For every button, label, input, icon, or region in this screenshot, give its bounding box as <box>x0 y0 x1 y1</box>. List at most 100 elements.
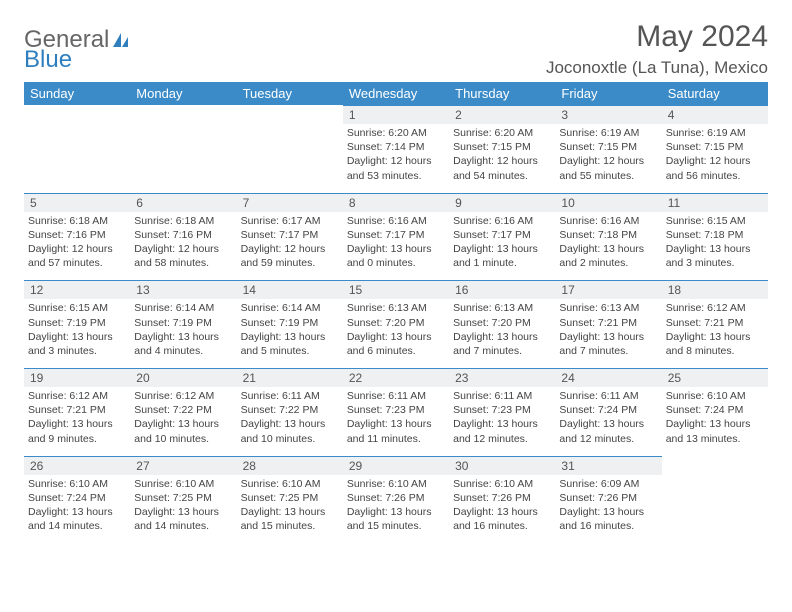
day-line: Daylight: 13 hours <box>347 417 445 431</box>
day-line: Daylight: 12 hours <box>134 242 232 256</box>
location-label: Joconoxtle (La Tuna), Mexico <box>546 58 768 78</box>
day-line: Sunrise: 6:18 AM <box>28 214 126 228</box>
day-line: and 7 minutes. <box>559 344 657 358</box>
calendar-cell: 22Sunrise: 6:11 AMSunset: 7:23 PMDayligh… <box>343 368 449 456</box>
day-line: Daylight: 13 hours <box>666 330 764 344</box>
day-line: Sunset: 7:21 PM <box>28 403 126 417</box>
day-line: Sunset: 7:24 PM <box>666 403 764 417</box>
day-detail: Sunrise: 6:20 AMSunset: 7:14 PMDaylight:… <box>343 124 449 193</box>
calendar-cell: 3Sunrise: 6:19 AMSunset: 7:15 PMDaylight… <box>555 105 661 193</box>
day-detail <box>662 474 768 486</box>
day-line: Sunrise: 6:15 AM <box>28 301 126 315</box>
day-line: Sunset: 7:19 PM <box>28 316 126 330</box>
calendar-cell <box>237 105 343 193</box>
calendar-cell: 30Sunrise: 6:10 AMSunset: 7:26 PMDayligh… <box>449 456 555 544</box>
calendar-cell: 17Sunrise: 6:13 AMSunset: 7:21 PMDayligh… <box>555 280 661 368</box>
day-number: 3 <box>555 105 661 124</box>
calendar-cell: 9Sunrise: 6:16 AMSunset: 7:17 PMDaylight… <box>449 193 555 281</box>
day-line: Sunrise: 6:13 AM <box>559 301 657 315</box>
day-number: 30 <box>449 456 555 475</box>
day-detail: Sunrise: 6:15 AMSunset: 7:18 PMDaylight:… <box>662 212 768 281</box>
day-line: Daylight: 12 hours <box>241 242 339 256</box>
calendar-cell: 24Sunrise: 6:11 AMSunset: 7:24 PMDayligh… <box>555 368 661 456</box>
day-line: Daylight: 13 hours <box>559 417 657 431</box>
day-line: Sunrise: 6:10 AM <box>666 389 764 403</box>
day-detail: Sunrise: 6:09 AMSunset: 7:26 PMDaylight:… <box>555 475 661 544</box>
day-line: and 55 minutes. <box>559 169 657 183</box>
day-number: 27 <box>130 456 236 475</box>
day-line: Sunset: 7:16 PM <box>28 228 126 242</box>
day-number: 1 <box>343 105 449 124</box>
title-block: May 2024 Joconoxtle (La Tuna), Mexico <box>546 20 768 78</box>
calendar-week-row: 26Sunrise: 6:10 AMSunset: 7:24 PMDayligh… <box>24 456 768 544</box>
day-number: 16 <box>449 280 555 299</box>
logo-icon <box>113 33 128 47</box>
day-number: 26 <box>24 456 130 475</box>
day-line: Sunrise: 6:10 AM <box>28 477 126 491</box>
day-line: Sunset: 7:19 PM <box>241 316 339 330</box>
day-detail <box>130 123 236 135</box>
day-line: and 10 minutes. <box>241 432 339 446</box>
day-line: Sunset: 7:24 PM <box>559 403 657 417</box>
day-line: Sunrise: 6:16 AM <box>559 214 657 228</box>
day-line: Sunset: 7:15 PM <box>666 140 764 154</box>
day-number: 4 <box>662 105 768 124</box>
day-number: 20 <box>130 368 236 387</box>
calendar-week-row: 12Sunrise: 6:15 AMSunset: 7:19 PMDayligh… <box>24 280 768 368</box>
day-line: and 14 minutes. <box>28 519 126 533</box>
day-line: and 57 minutes. <box>28 256 126 270</box>
day-line: Sunrise: 6:12 AM <box>28 389 126 403</box>
day-line: Daylight: 13 hours <box>347 505 445 519</box>
day-line: Daylight: 13 hours <box>666 242 764 256</box>
day-number: 2 <box>449 105 555 124</box>
day-line: Sunrise: 6:13 AM <box>453 301 551 315</box>
day-number: 23 <box>449 368 555 387</box>
calendar-cell: 13Sunrise: 6:14 AMSunset: 7:19 PMDayligh… <box>130 280 236 368</box>
day-line: Sunset: 7:18 PM <box>666 228 764 242</box>
day-line: Sunrise: 6:12 AM <box>666 301 764 315</box>
day-line: Sunset: 7:16 PM <box>134 228 232 242</box>
calendar-cell: 2Sunrise: 6:20 AMSunset: 7:15 PMDaylight… <box>449 105 555 193</box>
day-number: 13 <box>130 280 236 299</box>
day-line: Daylight: 12 hours <box>347 154 445 168</box>
day-line: Daylight: 13 hours <box>241 505 339 519</box>
day-line: and 9 minutes. <box>28 432 126 446</box>
calendar-cell: 11Sunrise: 6:15 AMSunset: 7:18 PMDayligh… <box>662 193 768 281</box>
day-detail: Sunrise: 6:10 AMSunset: 7:25 PMDaylight:… <box>237 475 343 544</box>
day-detail: Sunrise: 6:10 AMSunset: 7:25 PMDaylight:… <box>130 475 236 544</box>
day-line: Sunset: 7:17 PM <box>241 228 339 242</box>
day-number: 7 <box>237 193 343 212</box>
day-detail: Sunrise: 6:16 AMSunset: 7:17 PMDaylight:… <box>449 212 555 281</box>
day-detail: Sunrise: 6:12 AMSunset: 7:22 PMDaylight:… <box>130 387 236 456</box>
calendar-cell: 12Sunrise: 6:15 AMSunset: 7:19 PMDayligh… <box>24 280 130 368</box>
day-detail: Sunrise: 6:12 AMSunset: 7:21 PMDaylight:… <box>662 299 768 368</box>
calendar-cell <box>24 105 130 193</box>
weekday-header: Monday <box>130 82 236 105</box>
day-line: Sunrise: 6:20 AM <box>347 126 445 140</box>
day-line: Sunset: 7:26 PM <box>559 491 657 505</box>
weekday-header: Sunday <box>24 82 130 105</box>
day-number: 11 <box>662 193 768 212</box>
day-line: Sunset: 7:18 PM <box>559 228 657 242</box>
day-detail: Sunrise: 6:10 AMSunset: 7:26 PMDaylight:… <box>449 475 555 544</box>
weekday-header: Tuesday <box>237 82 343 105</box>
day-line: and 56 minutes. <box>666 169 764 183</box>
day-line: Sunrise: 6:19 AM <box>666 126 764 140</box>
day-line: and 10 minutes. <box>134 432 232 446</box>
day-line: Sunset: 7:25 PM <box>134 491 232 505</box>
calendar-cell: 26Sunrise: 6:10 AMSunset: 7:24 PMDayligh… <box>24 456 130 544</box>
day-line: Daylight: 13 hours <box>347 242 445 256</box>
day-number: 22 <box>343 368 449 387</box>
day-line: Daylight: 13 hours <box>134 330 232 344</box>
day-line: Daylight: 13 hours <box>666 417 764 431</box>
day-line: and 59 minutes. <box>241 256 339 270</box>
day-detail: Sunrise: 6:10 AMSunset: 7:26 PMDaylight:… <box>343 475 449 544</box>
day-detail: Sunrise: 6:19 AMSunset: 7:15 PMDaylight:… <box>555 124 661 193</box>
calendar-table: SundayMondayTuesdayWednesdayThursdayFrid… <box>24 82 768 543</box>
day-line: Sunset: 7:14 PM <box>347 140 445 154</box>
day-line: Sunrise: 6:13 AM <box>347 301 445 315</box>
day-line: and 5 minutes. <box>241 344 339 358</box>
day-detail: Sunrise: 6:18 AMSunset: 7:16 PMDaylight:… <box>130 212 236 281</box>
calendar-cell: 16Sunrise: 6:13 AMSunset: 7:20 PMDayligh… <box>449 280 555 368</box>
calendar-cell: 7Sunrise: 6:17 AMSunset: 7:17 PMDaylight… <box>237 193 343 281</box>
